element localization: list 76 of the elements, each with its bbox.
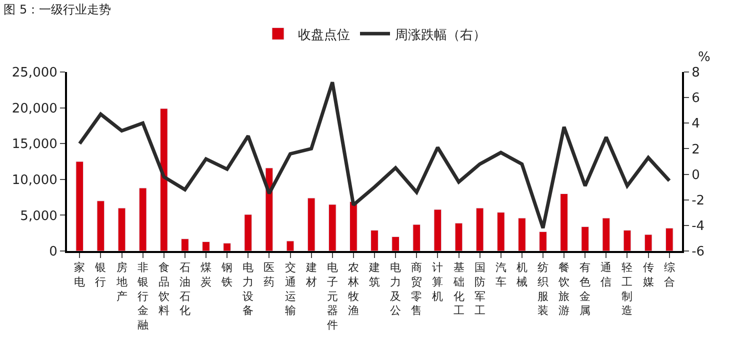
bar [623, 230, 632, 251]
x-tick-label: 家电 [74, 261, 86, 288]
x-tick-label: 有色金属 [580, 261, 591, 318]
y-tick-label: 25,000 [12, 66, 58, 81]
bar [392, 236, 400, 251]
x-tick-label: 交通运输 [284, 261, 296, 318]
y2-tick-label: -2 [692, 193, 705, 208]
bar [665, 228, 674, 251]
bar [160, 108, 168, 251]
x-tick-label: 农林牧渔 [346, 261, 359, 318]
y2-tick-label: 6 [692, 91, 700, 106]
x-tick-label: 煤炭 [200, 261, 212, 288]
bar [560, 193, 568, 251]
bar [518, 218, 526, 251]
bar [539, 231, 547, 251]
y-tick-label: 20,000 [12, 101, 58, 116]
bar [434, 209, 442, 251]
bar [244, 214, 252, 251]
y-tick-label: 10,000 [12, 172, 58, 188]
bar [181, 238, 189, 251]
x-tick-label: 传媒 [642, 261, 654, 288]
bar [307, 198, 316, 251]
y2-tick-label: 0 [692, 168, 700, 183]
x-tick-label: 纺织服装 [537, 261, 548, 318]
x-tick-label: 电力及公 [390, 261, 402, 318]
y2-tick-label: 8 [692, 66, 700, 81]
x-tick-label: 钢铁 [220, 261, 233, 288]
legend-label: 收盘点位 [298, 28, 350, 43]
x-tick-label: 计算机 [432, 261, 444, 303]
bar [644, 234, 652, 251]
bar [96, 200, 105, 251]
bar [496, 212, 505, 251]
bar [370, 230, 378, 251]
y-tick-label: 0 [49, 244, 58, 260]
x-tick-label: 机械 [516, 261, 528, 288]
y2-tick-label: 2 [692, 142, 700, 158]
bar [76, 161, 84, 251]
x-tick-label: 建筑 [368, 261, 380, 288]
x-tick-label: 商贸零售 [411, 261, 422, 318]
x-tick-label: 医药 [264, 261, 275, 288]
chart-title: 图 5：一级行业走势 [4, 2, 112, 17]
bar [350, 201, 358, 251]
y-tick-label: 5,000 [20, 208, 58, 224]
x-tick-label: 建材 [304, 261, 317, 288]
y2-tick-label: -6 [692, 244, 705, 260]
x-tick-label: 电力设备 [242, 261, 254, 318]
y2-axis-title: % [698, 50, 710, 65]
bar [328, 204, 336, 251]
x-tick-label: 国防军工 [474, 261, 486, 318]
x-tick-label: 银行 [94, 261, 106, 288]
x-tick-label: 基础化工 [452, 261, 464, 318]
x-tick-label: 综合 [664, 261, 675, 288]
y-tick-label: 15,000 [12, 137, 58, 152]
y2-tick-label: 4 [692, 116, 700, 132]
line-series [78, 80, 672, 230]
x-tick-label: 轻工制造 [622, 261, 633, 318]
bar [118, 208, 126, 251]
bar [202, 241, 210, 251]
bar [581, 226, 590, 251]
bar [412, 224, 421, 251]
bar [138, 188, 147, 251]
legend-label: 周涨跌幅（右） [395, 28, 486, 43]
x-tick-label: 房地产 [115, 261, 128, 303]
x-tick-label: 汽车 [495, 261, 506, 288]
x-tick-label: 通信 [600, 261, 612, 288]
bar [476, 208, 484, 251]
x-tick-label: 非银行金融 [136, 261, 148, 332]
bar [454, 222, 463, 251]
x-tick-label: 食品饮料 [157, 261, 170, 318]
bar [286, 240, 294, 251]
y2-tick-label: -4 [692, 218, 705, 234]
bar [223, 242, 231, 251]
bar [602, 218, 610, 251]
x-tick-label: 电子元器件 [326, 261, 338, 332]
x-tick-label: 餐饮旅游 [558, 261, 570, 318]
x-tick-label: 石油石化 [179, 261, 190, 318]
